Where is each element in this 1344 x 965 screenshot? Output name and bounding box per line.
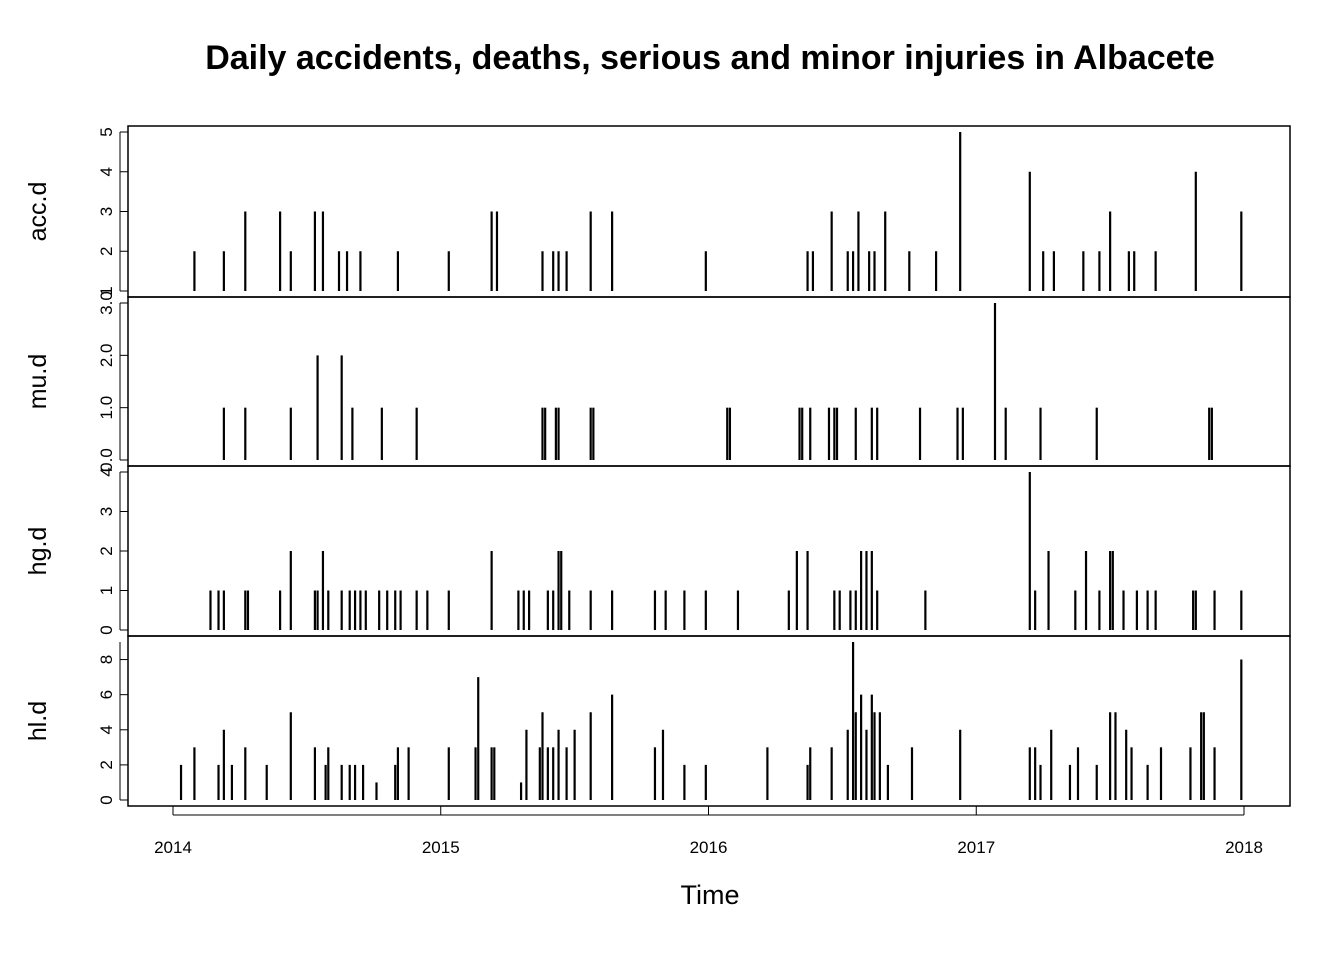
y-tick-label: 2	[97, 760, 116, 769]
y-tick-label: 1	[97, 286, 116, 295]
x-tick-label: 2015	[422, 838, 460, 857]
x-tick-label: 2018	[1225, 838, 1263, 857]
y-tick-label: 2	[97, 546, 116, 555]
y-tick-label: 4	[97, 467, 116, 476]
y-tick-label: 1.0	[97, 396, 116, 420]
panels-group: 1 2 3 4 5 acc.d 0.0 1.0 2.0 3.0 mu.d 0 1 2 3 4 hg.d 0 2 4 6 8…	[24, 125, 1291, 807]
chart-title: Daily accidents, deaths, serious and min…	[205, 39, 1215, 77]
panel-acc-d: 1 2 3 4 5 acc.d	[24, 125, 1291, 298]
y-tick-label: 1	[97, 586, 116, 595]
panel-mu-d: 0.0 1.0 2.0 3.0 mu.d	[24, 291, 1291, 472]
panel-label: hl.d	[24, 701, 52, 741]
y-tick-label: 6	[97, 690, 116, 699]
y-tick-label: 4	[97, 725, 116, 734]
y-tick-label: 3	[97, 507, 116, 516]
x-tick-label: 2014	[154, 838, 192, 857]
x-axis: 2014 2015 2016 2017 2018	[154, 806, 1263, 857]
panel-hg-d: 0 1 2 3 4 hg.d	[24, 465, 1291, 637]
y-tick-label: 0	[97, 795, 116, 804]
panel-frame	[127, 296, 1291, 467]
y-tick-label: 4	[97, 167, 116, 176]
y-tick-label: 2.0	[97, 344, 116, 368]
panel-frame	[127, 125, 1291, 298]
y-tick-label: 5	[97, 127, 116, 136]
x-tick-label: 2016	[690, 838, 728, 857]
panel-label: hg.d	[24, 527, 52, 576]
panel-hl-d: 0 2 4 6 8 hl.d	[24, 635, 1291, 807]
y-tick-label: 2	[97, 247, 116, 256]
y-tick-label: 8	[97, 655, 116, 664]
y-tick-label: 3	[97, 207, 116, 216]
y-tick-label: 0	[97, 625, 116, 634]
x-axis-label: Time	[681, 880, 740, 910]
y-tick-label: 0.0	[97, 448, 116, 472]
x-tick-label: 2017	[957, 838, 995, 857]
panel-label: mu.d	[24, 354, 52, 410]
y-tick-label: 3.0	[97, 291, 116, 315]
panel-label: acc.d	[24, 182, 52, 242]
panel-frame	[127, 465, 1291, 637]
